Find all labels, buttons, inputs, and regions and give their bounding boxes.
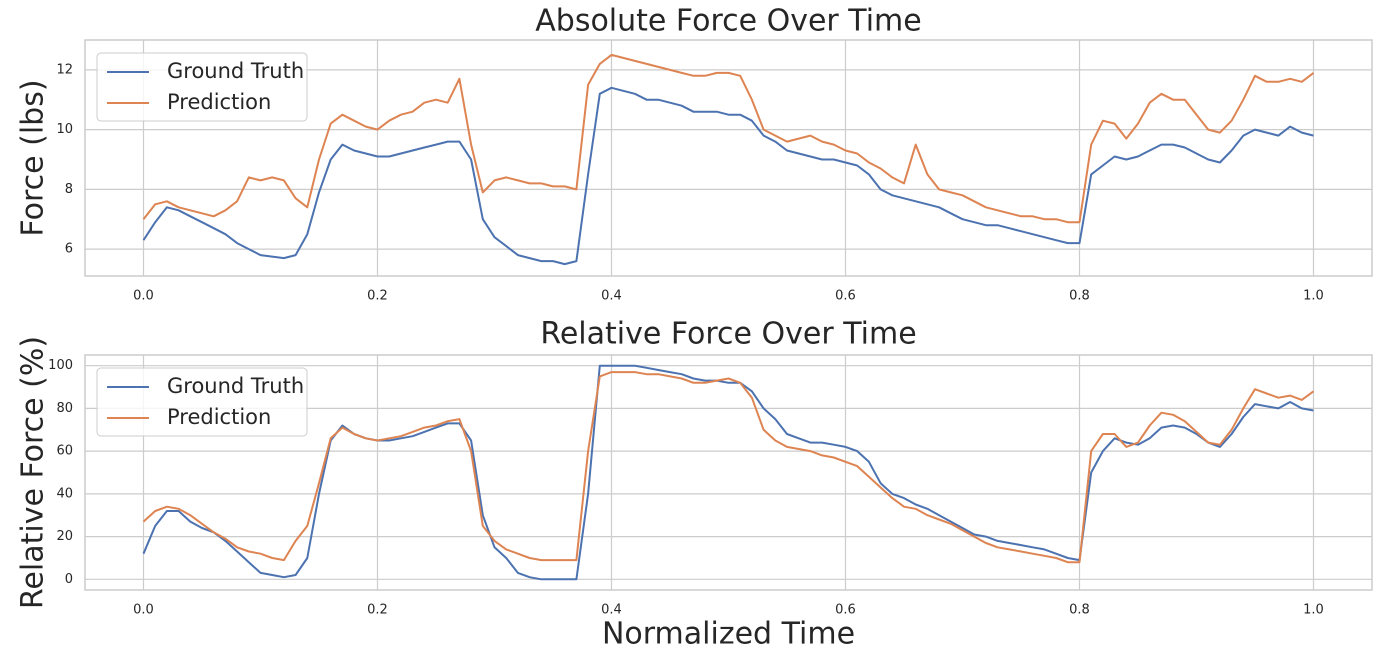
x-axis-label: Normalized Time — [602, 617, 855, 652]
x-tick-label: 0.2 — [367, 289, 388, 304]
y-tick-label: 40 — [56, 486, 73, 501]
y-tick-label: 60 — [56, 444, 73, 459]
legend-label: Prediction — [167, 90, 271, 114]
chart-title: Absolute Force Over Time — [535, 4, 921, 39]
legend-label: Prediction — [167, 405, 271, 429]
y-tick-label: 80 — [56, 401, 73, 416]
x-tick-label: 0.4 — [601, 289, 622, 304]
x-tick-label: 0.2 — [367, 603, 388, 618]
series-line — [142, 364, 1314, 581]
series-line — [142, 86, 1314, 266]
y-tick-label: 10 — [56, 122, 73, 137]
x-tick-label: 0.6 — [835, 289, 856, 304]
x-tick-label: 0.8 — [1069, 603, 1090, 618]
legend-box — [96, 52, 308, 122]
x-tick-label: 0.4 — [601, 603, 622, 618]
x-tick-label: 1.0 — [1303, 289, 1324, 304]
x-tick-label: 0.0 — [133, 603, 154, 618]
x-tick-label: 0.8 — [1069, 289, 1090, 304]
y-tick-label: 0 — [65, 572, 73, 587]
x-tick-label: 0.6 — [835, 603, 856, 618]
y-tick-label: 20 — [56, 529, 73, 544]
legend-label: Ground Truth — [167, 374, 304, 398]
legend-box — [96, 367, 308, 437]
chart-title: Relative Force Over Time — [540, 317, 916, 352]
series-line — [142, 53, 1315, 224]
x-tick-label: 0.0 — [133, 289, 154, 304]
series-line — [142, 371, 1315, 564]
axes-frame — [84, 39, 1373, 277]
x-tick-label: 1.0 — [1303, 603, 1324, 618]
axes-frame — [84, 354, 1373, 591]
y-tick-label: 100 — [48, 358, 73, 373]
y-axis-label: Force (lbs) — [16, 79, 51, 236]
y-tick-label: 6 — [65, 242, 73, 257]
y-axis-label: Relative Force (%) — [16, 336, 51, 609]
legend-label: Ground Truth — [167, 59, 304, 83]
y-tick-label: 8 — [65, 182, 73, 197]
y-tick-label: 12 — [56, 62, 73, 77]
